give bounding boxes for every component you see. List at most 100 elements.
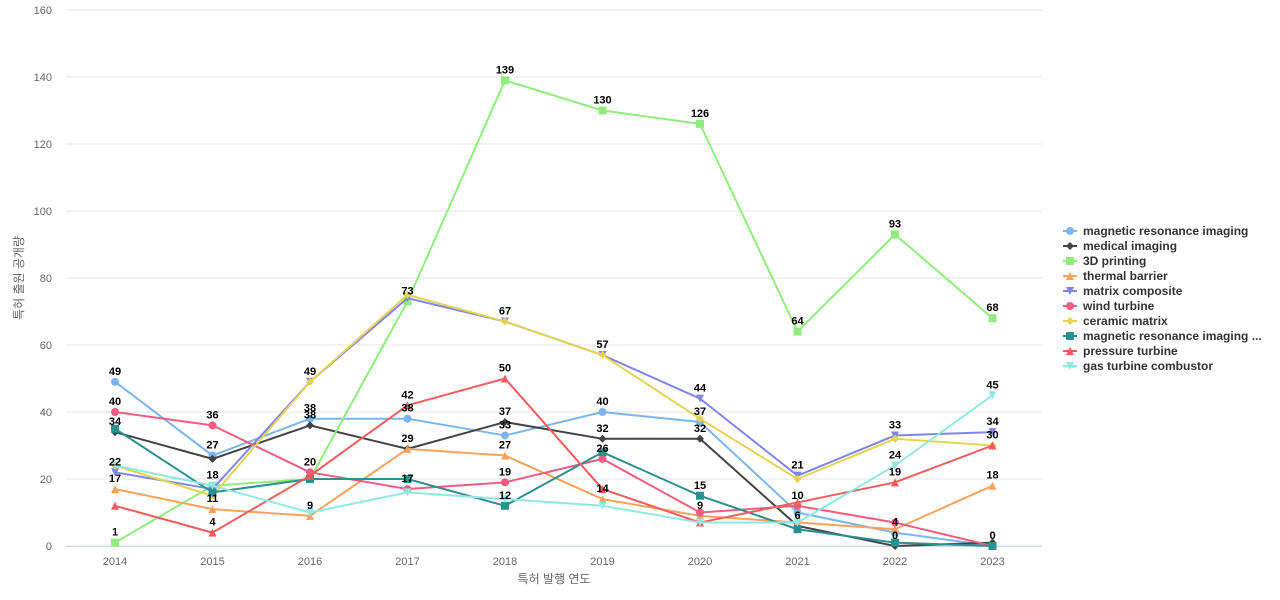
data-point[interactable] (988, 441, 997, 450)
legend-symbol[interactable] (1066, 362, 1074, 370)
data-point[interactable] (988, 314, 997, 323)
legend-symbol[interactable] (1066, 227, 1074, 235)
series-line[interactable] (114, 427, 994, 547)
legend-item[interactable]: ceramic matrix (1063, 314, 1168, 328)
data-point[interactable] (208, 488, 217, 497)
series-line[interactable] (114, 394, 994, 524)
data-point[interactable] (111, 424, 119, 433)
legend-symbol[interactable] (1066, 272, 1074, 280)
data-point[interactable] (501, 431, 509, 440)
data-point[interactable] (111, 408, 119, 416)
series-line[interactable] (114, 411, 994, 547)
legend-item[interactable]: medical imaging (1063, 239, 1177, 253)
data-point[interactable] (598, 485, 607, 494)
data-point[interactable] (696, 518, 704, 527)
legend-item[interactable]: matrix composite (1063, 284, 1183, 298)
data-point[interactable] (111, 538, 119, 547)
data-point[interactable] (598, 434, 607, 443)
data-point[interactable] (501, 478, 509, 487)
data-point[interactable] (598, 106, 607, 115)
legend-label: ceramic matrix (1083, 314, 1168, 328)
data-point[interactable] (306, 414, 314, 423)
legend-symbol[interactable] (1066, 347, 1074, 355)
data-point[interactable] (403, 290, 412, 299)
data-point[interactable] (501, 317, 509, 326)
data-point[interactable] (696, 394, 704, 403)
data-point[interactable] (598, 351, 607, 360)
data-point[interactable] (598, 408, 607, 416)
legend-symbol[interactable] (1066, 317, 1074, 325)
series-line[interactable] (114, 297, 994, 491)
data-point[interactable] (208, 528, 217, 537)
data-point[interactable] (403, 475, 412, 483)
data-point[interactable] (696, 434, 704, 443)
data-point[interactable] (793, 518, 802, 527)
data-point[interactable] (891, 434, 899, 443)
data-point[interactable] (306, 471, 314, 480)
legend-item[interactable]: gas turbine combustor (1063, 359, 1213, 373)
data-point[interactable] (501, 501, 509, 510)
legend-item[interactable]: magnetic resonance imaging (1063, 224, 1248, 238)
data-point[interactable] (891, 230, 899, 239)
data-point[interactable] (111, 377, 119, 386)
data-point[interactable] (208, 421, 217, 430)
data-point[interactable] (208, 505, 217, 514)
data-point[interactable] (598, 495, 607, 504)
data-point[interactable] (306, 421, 314, 430)
data-point[interactable] (501, 451, 509, 460)
data-point[interactable] (403, 401, 412, 410)
legend-symbol[interactable] (1066, 302, 1074, 310)
data-point[interactable] (598, 501, 607, 510)
series-line[interactable] (114, 447, 994, 531)
legend-symbol[interactable] (1066, 242, 1074, 250)
data-point[interactable] (891, 538, 899, 547)
data-point[interactable] (793, 525, 802, 534)
data-point[interactable] (208, 454, 217, 463)
legend-symbol[interactable] (1066, 332, 1074, 340)
data-point[interactable] (891, 461, 899, 470)
legend-item[interactable]: thermal barrier (1063, 269, 1168, 283)
data-point[interactable] (111, 501, 119, 510)
data-point[interactable] (208, 481, 217, 490)
series-line[interactable] (114, 79, 994, 544)
data-point[interactable] (696, 491, 704, 500)
legend-item[interactable]: magnetic resonance imaging ... (1063, 329, 1262, 343)
legend-symbol[interactable] (1066, 257, 1074, 265)
data-point[interactable] (306, 377, 314, 386)
data-point[interactable] (501, 495, 509, 504)
data-point[interactable] (988, 428, 997, 437)
data-point[interactable] (793, 498, 802, 507)
legend-item[interactable]: wind turbine (1063, 299, 1155, 313)
series-line[interactable] (114, 377, 994, 534)
data-point[interactable] (988, 481, 997, 490)
data-point[interactable] (111, 485, 119, 494)
legend-label: magnetic resonance imaging ... (1083, 329, 1262, 343)
data-point[interactable] (793, 327, 802, 336)
data-point[interactable] (403, 488, 412, 497)
data-point[interactable] (988, 542, 997, 550)
legend-item[interactable]: pressure turbine (1063, 344, 1178, 358)
data-point[interactable] (598, 448, 607, 457)
data-point[interactable] (696, 414, 704, 423)
data-point[interactable] (793, 508, 802, 517)
data-point[interactable] (111, 461, 119, 470)
data-point[interactable] (403, 414, 412, 423)
series-line[interactable] (114, 293, 994, 497)
data-point[interactable] (501, 374, 509, 383)
data-point[interactable] (696, 119, 704, 128)
legend-item[interactable]: 3D printing (1063, 254, 1146, 268)
data-point[interactable] (793, 475, 802, 483)
data-point[interactable] (501, 418, 509, 427)
series-line[interactable] (114, 380, 994, 547)
data-point[interactable] (891, 478, 899, 487)
data-point[interactable] (598, 454, 607, 463)
data-point[interactable] (891, 518, 899, 527)
data-point[interactable] (306, 508, 314, 517)
legend-symbol[interactable] (1066, 287, 1074, 295)
data-point[interactable] (891, 525, 899, 534)
data-point[interactable] (111, 468, 119, 477)
data-point[interactable] (696, 508, 704, 517)
data-point[interactable] (501, 76, 509, 85)
data-point[interactable] (403, 444, 412, 453)
data-point[interactable] (988, 391, 997, 400)
